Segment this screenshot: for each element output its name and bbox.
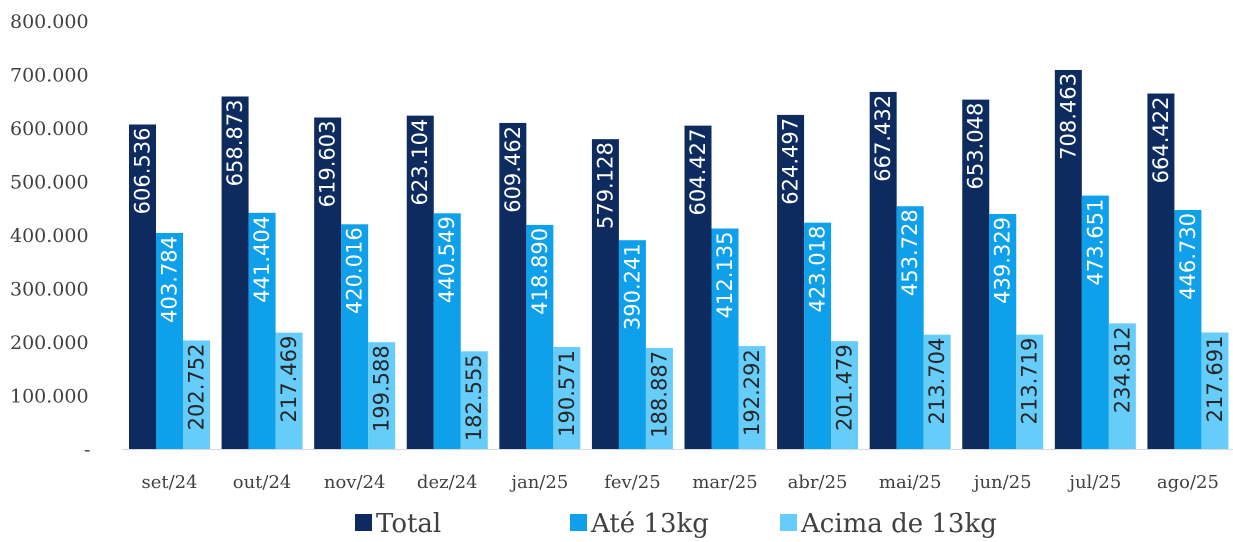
y-tick-label: 400.000	[10, 225, 89, 247]
data-label: 420.016	[343, 227, 367, 314]
x-tick-label: abr/25	[788, 472, 848, 493]
x-tick-label: fev/25	[604, 472, 660, 493]
y-tick-label: 600.000	[10, 118, 89, 140]
data-label: 653.048	[964, 103, 988, 190]
legend-label: Acima de 13kg	[800, 509, 997, 539]
data-label: 619.603	[316, 121, 340, 208]
data-label: 664.422	[1149, 97, 1173, 184]
data-label: 190.571	[555, 350, 579, 437]
legend-swatch	[780, 514, 797, 531]
data-label: 418.890	[528, 228, 552, 315]
y-tick-label: -	[84, 439, 90, 461]
data-label: 217.691	[1203, 336, 1227, 423]
y-tick-label: 100.000	[10, 386, 89, 408]
x-tick-label: jun/25	[972, 472, 1032, 493]
data-label: 658.873	[223, 100, 247, 187]
data-label: 217.469	[277, 336, 301, 423]
data-label: 667.432	[871, 95, 895, 182]
y-tick-label: 200.000	[10, 332, 89, 354]
x-axis: set/24 out/24 nov/24 dez/24 jan/25 fev/25 mar/…	[141, 472, 1218, 493]
y-tick-label: 700.000	[10, 65, 89, 87]
x-tick-label: mar/25	[692, 472, 757, 493]
data-label: 234.812	[1110, 326, 1134, 413]
x-tick-label: mai/25	[879, 472, 942, 493]
data-label: 440.549	[435, 216, 459, 303]
data-label: 624.497	[779, 118, 803, 205]
data-label: 188.887	[647, 351, 671, 438]
legend: Total Até 13kg Acima de 13kg	[355, 509, 997, 539]
data-label: 604.427	[686, 129, 710, 216]
data-label: 213.704	[925, 338, 949, 425]
y-tick-label: 800.000	[10, 11, 89, 33]
legend-label: Total	[376, 509, 441, 539]
data-label: 446.730	[1176, 213, 1200, 300]
data-label: 441.404	[250, 216, 274, 303]
data-label: 403.784	[158, 236, 182, 323]
data-label: 623.104	[408, 119, 432, 206]
y-tick-label: 500.000	[10, 172, 89, 194]
data-label: 390.241	[620, 243, 644, 330]
x-tick-label: jul/25	[1067, 472, 1121, 493]
data-label: 579.128	[593, 142, 617, 229]
data-label: 182.555	[462, 354, 486, 441]
data-label: 606.536	[131, 128, 155, 215]
data-label: 423.018	[806, 226, 830, 313]
x-tick-label: nov/24	[324, 472, 386, 493]
data-label: 192.292	[740, 349, 764, 436]
legend-swatch	[355, 514, 372, 531]
data-label: 199.588	[370, 345, 394, 432]
data-label: 708.463	[1056, 73, 1080, 160]
x-tick-label: set/24	[141, 472, 197, 493]
y-tick-label: 300.000	[10, 279, 89, 301]
x-tick-label: ago/25	[1157, 472, 1219, 493]
data-label: 412.135	[713, 232, 737, 319]
x-tick-label: jan/25	[509, 472, 568, 493]
x-tick-label: dez/24	[417, 472, 478, 493]
data-label: 609.462	[501, 126, 525, 213]
legend-label: Até 13kg	[590, 509, 709, 539]
data-label: 453.728	[898, 209, 922, 296]
data-label: 473.651	[1083, 199, 1107, 286]
data-label: 439.329	[991, 217, 1015, 304]
data-label: 202.752	[185, 344, 209, 431]
data-label: 213.719	[1018, 338, 1042, 425]
data-label: 201.479	[833, 344, 857, 431]
y-axis: - 100.000 200.000 300.000 400.000 500.000 600.…	[10, 11, 90, 461]
legend-swatch	[570, 514, 587, 531]
x-tick-label: out/24	[233, 472, 292, 493]
